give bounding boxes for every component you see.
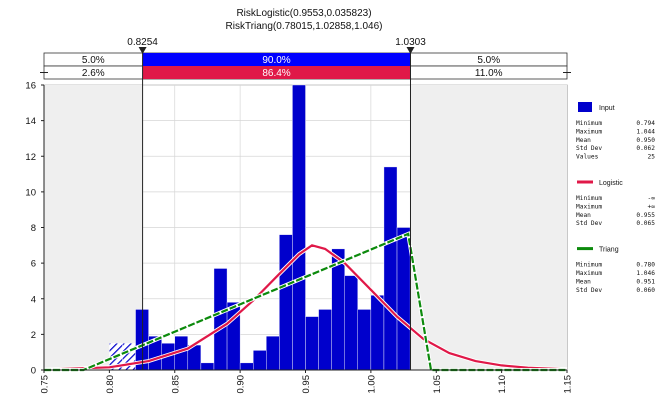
legend-stat-label: Values <box>576 154 599 161</box>
legend-stat-label: Mean <box>576 212 591 219</box>
legend-stat-label: Minimum <box>576 195 602 202</box>
x-tick-label: 0.75 <box>40 375 51 394</box>
x-tick-label: 0.95 <box>301 375 312 394</box>
band-input-left-pct: 5.0% <box>82 55 105 66</box>
legend-stat-value: 0.065 <box>636 220 655 227</box>
axes: 0 2 4 6 8 10 12 14 16 0.75 0.80 0.85 0.90 0.95 1.00 1.0… <box>25 81 573 394</box>
x-tick-label: 0.85 <box>170 375 181 394</box>
histogram-bar <box>239 362 254 371</box>
legend-stat-value: -∞ <box>648 195 656 202</box>
band-input-middle-pct: 90.0% <box>262 55 290 66</box>
histogram-bar <box>357 309 372 371</box>
y-tick-label: 2 <box>31 330 36 341</box>
band-logistic-middle <box>142 66 411 79</box>
legend-stat-value: 25 <box>648 154 656 161</box>
right-delimiter-handle-icon[interactable] <box>406 47 415 54</box>
y-tick-label: 6 <box>31 259 36 270</box>
legend-stat-value: +∞ <box>648 203 656 210</box>
histogram-bar <box>305 316 319 371</box>
legend-stat-label: Minimum <box>576 120 602 127</box>
histogram-bar <box>200 362 215 371</box>
band-input-middle <box>142 53 411 66</box>
histogram-bar <box>318 309 332 371</box>
legend-stat-label: Maximum <box>576 203 602 210</box>
histogram-bar <box>279 234 293 371</box>
histogram-bar <box>266 335 280 371</box>
left-delimiter-value: 0.8254 <box>127 37 158 48</box>
histogram-bar <box>344 275 359 371</box>
x-tick-label: 1.15 <box>563 375 574 394</box>
left-delimiter-handle-icon[interactable] <box>138 47 147 54</box>
legend-stat-value: 0.951 <box>636 278 655 285</box>
legend-stat-value: 0.060 <box>636 287 655 294</box>
legend-name-input: Input <box>599 105 615 112</box>
legend-stat-label: Maximum <box>576 128 602 135</box>
x-tick-label: 1.00 <box>366 375 377 394</box>
legend-stat-label: Mean <box>576 278 591 285</box>
legend-stat-value: 0.950 <box>636 137 655 144</box>
y-tick-label: 0 <box>31 366 36 377</box>
legend-stat-label: Minimum <box>576 262 602 269</box>
curve-triang <box>44 232 567 372</box>
left-tail-shade <box>44 85 143 370</box>
legend-stat-label: Maximum <box>576 270 602 277</box>
legend-stat-value: 0.062 <box>636 145 655 152</box>
chart-title-line-1: RiskLogistic(0.9553,0.035823) <box>236 8 371 19</box>
x-tick-label: 1.05 <box>432 375 443 394</box>
histogram-bar <box>383 166 398 371</box>
right-delimiter-value: 1.0303 <box>395 37 426 48</box>
x-tick-label: 1.10 <box>497 375 508 394</box>
y-tick-label: 8 <box>31 223 36 234</box>
legend-stat-value: 0.794 <box>636 120 655 127</box>
delimiter-lines[interactable] <box>40 47 571 370</box>
y-tick-label: 4 <box>31 294 36 305</box>
grid <box>44 84 567 370</box>
legend-stat-value: 0.780 <box>636 262 655 269</box>
legend-stat-label: Mean <box>576 137 591 144</box>
y-tick-label: 12 <box>25 152 36 163</box>
legend: Input Minimum 0.794 Maximum 1.044 Mean 0.950 St… <box>576 102 655 294</box>
legend-panel <box>573 97 656 319</box>
histogram-bar <box>370 294 385 371</box>
legend-stat-value: 1.044 <box>636 128 655 135</box>
band-logistic-left-pct: 2.6% <box>82 68 105 79</box>
histogram-bar <box>292 84 306 371</box>
band-input-right-pct: 5.0% <box>477 55 500 66</box>
histogram-bar <box>252 350 267 371</box>
band-logistic-middle-pct: 86.4% <box>262 68 290 79</box>
legend-stat-value: 1.046 <box>636 270 655 277</box>
legend-stat-label: Std Dev <box>576 220 602 227</box>
legend-name-logistic: Logistic <box>599 180 623 187</box>
legend-name-triang: Triang <box>599 247 619 254</box>
legend-stat-value: 0.955 <box>636 212 655 219</box>
delimiter-bands: 5.0% 90.0% 5.0% 2.6% 86.4% 11.0% <box>43 52 568 80</box>
x-tick-label: 0.80 <box>105 375 116 394</box>
y-tick-label: 10 <box>25 187 36 198</box>
x-tick-label: 0.90 <box>236 375 247 394</box>
curve-logistic <box>43 244 568 371</box>
y-tick-label: 14 <box>25 116 36 127</box>
histogram-bar <box>213 268 228 371</box>
legend-swatch-input <box>578 102 592 112</box>
right-tail-shade <box>410 85 567 370</box>
histogram-bar <box>396 227 411 371</box>
y-tick-label: 16 <box>25 81 36 92</box>
chart-title-line-2: RiskTriang(0.78015,1.02858,1.046) <box>226 21 383 32</box>
legend-stat-label: Std Dev <box>576 287 602 294</box>
legend-stat-label: Std Dev <box>576 145 602 152</box>
band-logistic-right-pct: 11.0% <box>475 68 503 79</box>
